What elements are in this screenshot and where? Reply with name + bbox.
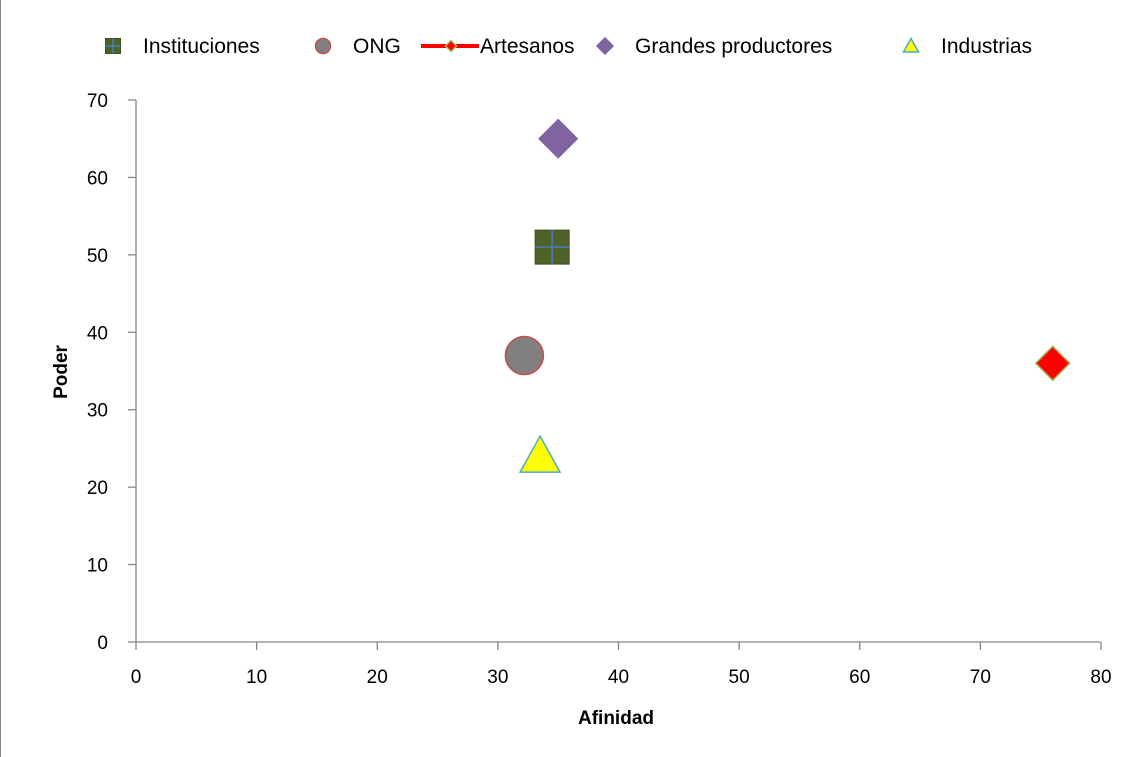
legend-marker xyxy=(444,39,458,53)
legend-marker xyxy=(314,37,332,55)
legend-label: Industrias xyxy=(941,35,1032,58)
legend-marker xyxy=(902,36,920,53)
x-tick-label: 40 xyxy=(608,667,629,688)
y-tick-label: 40 xyxy=(87,323,108,344)
data-point-triangle xyxy=(518,434,562,473)
x-tick-label: 70 xyxy=(970,667,991,688)
data-point-diamond xyxy=(1034,345,1071,382)
data-point-square-plus xyxy=(534,229,570,265)
x-tick-label: 80 xyxy=(1090,667,1111,688)
y-tick-label: 60 xyxy=(87,168,108,189)
data-points xyxy=(504,118,1071,473)
x-tick-label: 0 xyxy=(131,667,142,688)
legend-label: Artesanos xyxy=(480,35,575,58)
y-tick-label: 70 xyxy=(87,91,108,112)
legend-marker xyxy=(105,38,121,54)
y-tick-label: 10 xyxy=(87,556,108,577)
legend-item: Grandes productores xyxy=(595,35,832,58)
legend: Instituciones ONG Artesanos Grandes product… xyxy=(105,35,1032,58)
x-tick-label: 20 xyxy=(367,667,388,688)
legend-label: Instituciones xyxy=(143,35,260,58)
data-point-diamond xyxy=(538,118,579,159)
axes: 0 10 20 30 40 50 60 70 0 10 20 30 40 50 60 70 80 xyxy=(87,91,1112,688)
legend-marker xyxy=(595,36,615,56)
legend-item: Industrias xyxy=(902,35,1032,58)
y-axis-title: Poder xyxy=(51,344,72,398)
x-tick-label: 60 xyxy=(849,667,870,688)
legend-item: ONG xyxy=(314,35,401,58)
legend-item: Artesanos xyxy=(421,35,575,58)
legend-label: ONG xyxy=(353,35,401,58)
y-tick-label: 0 xyxy=(97,633,108,654)
y-tick-label: 50 xyxy=(87,246,108,267)
data-point-circle xyxy=(504,335,545,376)
y-tick-label: 20 xyxy=(87,478,108,499)
x-tick-label: 30 xyxy=(487,667,508,688)
x-axis-title: Afinidad xyxy=(578,708,654,729)
legend-label: Grandes productores xyxy=(635,35,832,58)
legend-item: Instituciones xyxy=(105,35,260,58)
x-tick-label: 50 xyxy=(729,667,750,688)
y-tick-label: 30 xyxy=(87,401,108,422)
x-tick-label: 10 xyxy=(246,667,267,688)
